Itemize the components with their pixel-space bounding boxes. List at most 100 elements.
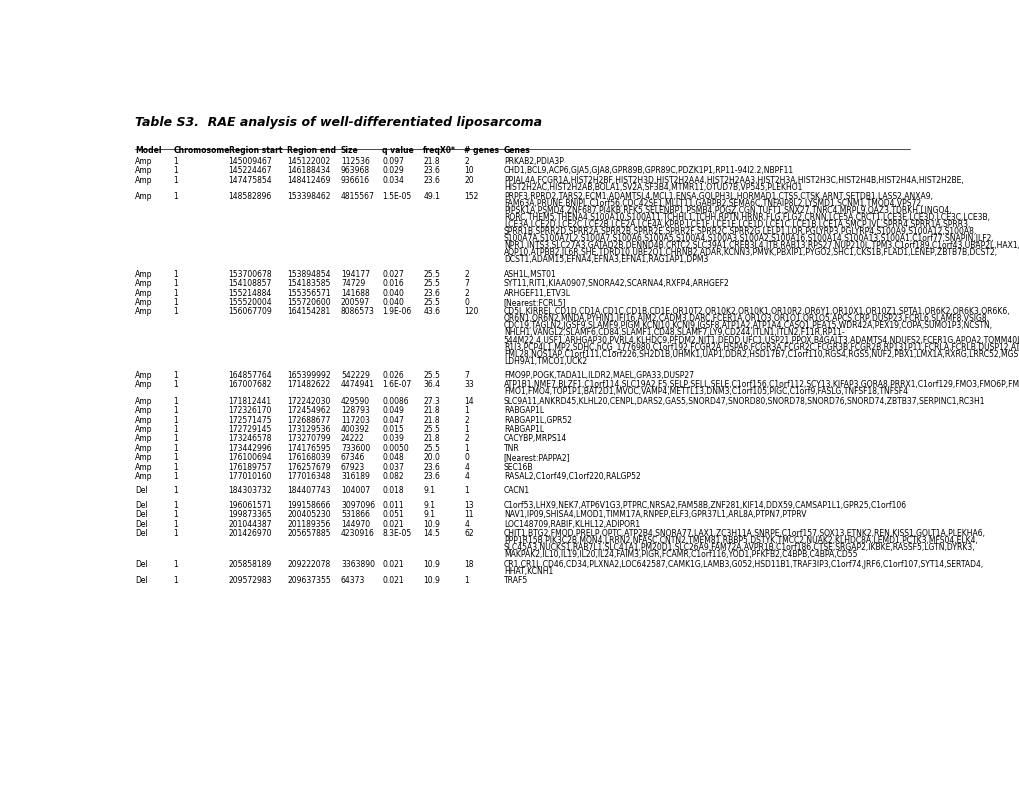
Text: 153398462: 153398462 — [287, 192, 330, 202]
Text: Amp: Amp — [136, 453, 153, 463]
Text: 23.6: 23.6 — [423, 472, 439, 481]
Text: 1: 1 — [464, 486, 469, 496]
Text: 155720600: 155720600 — [287, 298, 330, 307]
Text: Amp: Amp — [136, 444, 153, 453]
Text: 2: 2 — [464, 288, 469, 298]
Text: 0.027: 0.027 — [382, 269, 404, 279]
Text: 164857764: 164857764 — [228, 371, 272, 380]
Text: 1: 1 — [464, 576, 469, 585]
Text: AQP10,ATPBB2,JL6R,SHE,TDRD10,UBE2Q1,CHRNB2,ADAR,KCNN3,PMVK,PBXIP1,PYGO2,SHC1,CKS: AQP10,ATPBB2,JL6R,SHE,TDRD10,UBE2Q1,CHRN… — [503, 248, 997, 258]
Text: 14.5: 14.5 — [423, 529, 439, 538]
Text: 0.047: 0.047 — [382, 415, 404, 425]
Text: 1: 1 — [173, 381, 178, 389]
Text: PPIAL4A,FCGR1A,HIST2H2BF,HIST2H3D,HIST2H2AA4,HIST2H2AA3,HIST2H3A,HIST2H3C,HIST2H: PPIAL4A,FCGR1A,HIST2H2BF,HIST2H3D,HIST2H… — [503, 176, 963, 185]
Text: 25.5: 25.5 — [423, 269, 439, 279]
Text: Amp: Amp — [136, 298, 153, 307]
Text: Region end: Region end — [287, 146, 336, 155]
Text: 1: 1 — [173, 371, 178, 380]
Text: FAM63A,PRUNE,BNIPL,C1orf56,CDC42SE1,MLLT11,GABPB2,SEMA6C,TNFAIP8L2,LYSMD1,SCNM1,: FAM63A,PRUNE,BNIPL,C1orf56,CDC42SE1,MLLT… — [503, 199, 922, 208]
Text: 544M22.4,USF1,ARHGAP30,PVRL4,KLHDC9,PFDM2,NIT1,DEDD,UFC1,USP21,PPOX,B4GALT3,ADAM: 544M22.4,USF1,ARHGAP30,PVRL4,KLHDC9,PFDM… — [503, 336, 1019, 344]
Text: 8086573: 8086573 — [340, 307, 374, 317]
Text: 155356571: 155356571 — [287, 288, 330, 298]
Text: CDC19,TAGLN2,JGSF9,SLAMF9,PIGM,KCNJ10,KCNJ9,JGSF8,ATP1A2,ATP1A4,CASQ1,PEA15,WDR4: CDC19,TAGLN2,JGSF9,SLAMF9,PIGM,KCNJ10,KC… — [503, 322, 991, 330]
Text: 155214884: 155214884 — [228, 288, 272, 298]
Text: 67346: 67346 — [340, 453, 365, 463]
Text: 176189757: 176189757 — [228, 463, 272, 472]
Text: Del: Del — [136, 510, 148, 519]
Text: RABGAP1L: RABGAP1L — [503, 425, 543, 434]
Text: LDH9A1,TMCO1,UCK2: LDH9A1,TMCO1,UCK2 — [503, 356, 586, 366]
Text: NHLH1,VANGL2,SLAMF6,CD84,SLAMF1,CD48,SLAMF7,LY9,CD244,ITLN1,ITLN2,F11R,RP11-: NHLH1,VANGL2,SLAMF6,CD84,SLAMF1,CD48,SLA… — [503, 329, 844, 337]
Text: Model: Model — [136, 146, 162, 155]
Text: 1: 1 — [173, 472, 178, 481]
Text: 1: 1 — [173, 559, 178, 568]
Text: [Nearest:FCRL5]: [Nearest:FCRL5] — [503, 298, 566, 307]
Text: 0.034: 0.034 — [382, 176, 404, 185]
Text: 156067709: 156067709 — [228, 307, 272, 317]
Text: 1: 1 — [173, 279, 178, 288]
Text: 1: 1 — [173, 500, 178, 510]
Text: 173129536: 173129536 — [287, 425, 330, 434]
Text: 23.6: 23.6 — [423, 166, 439, 176]
Text: 21.8: 21.8 — [423, 434, 439, 444]
Text: ASH1L,MST01: ASH1L,MST01 — [503, 269, 556, 279]
Text: 174176595: 174176595 — [287, 444, 330, 453]
Text: 144970: 144970 — [340, 519, 370, 529]
Text: Genes: Genes — [503, 146, 530, 155]
Text: RASAL2,C1orf49,C1orf220,RALGP52: RASAL2,C1orf49,C1orf220,RALGP52 — [503, 472, 640, 481]
Text: q value: q value — [382, 146, 414, 155]
Text: 49.1: 49.1 — [423, 192, 439, 202]
Text: 171482622: 171482622 — [287, 381, 330, 389]
Text: 429590: 429590 — [340, 396, 370, 406]
Text: 10.9: 10.9 — [423, 576, 439, 585]
Text: 209222078: 209222078 — [287, 559, 330, 568]
Text: 7: 7 — [464, 279, 469, 288]
Text: 25.5: 25.5 — [423, 279, 439, 288]
Text: 0.0086: 0.0086 — [382, 396, 409, 406]
Text: R1I3,PCP4L1,MP2,SDHC,hCG_1776980,C1orf192,FCGR2A,HSPA6,FCGR3A,FCGR2C,FCGR3B,FCGR: R1I3,PCP4L1,MP2,SDHC,hCG_1776980,C1orf19… — [503, 343, 1019, 351]
Text: 184303732: 184303732 — [228, 486, 272, 496]
Text: 1: 1 — [173, 519, 178, 529]
Text: 4815567: 4815567 — [340, 192, 374, 202]
Text: 1: 1 — [173, 425, 178, 434]
Text: SPRR1B,SPRR2D,SPRR2A,SPRR2B,SPRR2E,SPRR2F,SPRR2C,SPRR2G,LELP1,LOR,PGLYRP3,PGLYRP: SPRR1B,SPRR2D,SPRR2A,SPRR2B,SPRR2E,SPRR2… — [503, 228, 976, 236]
Text: 0: 0 — [464, 453, 469, 463]
Text: 0.016: 0.016 — [382, 279, 404, 288]
Text: 167007682: 167007682 — [228, 381, 272, 389]
Text: 4230916: 4230916 — [340, 529, 374, 538]
Text: 199873365: 199873365 — [228, 510, 272, 519]
Text: 62: 62 — [464, 529, 474, 538]
Text: NPR1,INTS3,SLC27A3,GATAD2B,DENND4B,CRTC2,SLC39A1,CREB3L4,JTB,RAB13,RPS27,NUP210L: NPR1,INTS3,SLC27A3,GATAD2B,DENND4B,CRTC2… — [503, 241, 1019, 251]
Text: LCE3A,LCE2D,LCE2C,LCE2B,LCE2A,LCE4A,KPRP,LCE1F,LCE1E,LCE1D,LCE1C,LCE1B,LCE1A,SMC: LCE3A,LCE2D,LCE2C,LCE2B,LCE2A,LCE4A,KPRP… — [503, 221, 969, 229]
Text: 176257679: 176257679 — [287, 463, 330, 472]
Text: 1.6E-07: 1.6E-07 — [382, 381, 411, 389]
Text: RORC,THEM5,THENA4,S100A10,S100A11,TCHHL1,TCHH,RPTN,HRNR,FLG,FLG2,CRNN,LCE5A,CRCT: RORC,THEM5,THENA4,S100A10,S100A11,TCHHL1… — [503, 214, 988, 222]
Text: 172242030: 172242030 — [287, 396, 330, 406]
Text: 14: 14 — [464, 396, 474, 406]
Text: 36.4: 36.4 — [423, 381, 440, 389]
Text: 4: 4 — [464, 472, 469, 481]
Text: 21.8: 21.8 — [423, 406, 439, 415]
Text: Del: Del — [136, 559, 148, 568]
Text: ARHGEF11,ETV3L: ARHGEF11,ETV3L — [503, 288, 571, 298]
Text: 0.0050: 0.0050 — [382, 444, 409, 453]
Text: Del: Del — [136, 500, 148, 510]
Text: Amp: Amp — [136, 463, 153, 472]
Text: freqX0*: freqX0* — [423, 146, 455, 155]
Text: 1: 1 — [173, 529, 178, 538]
Text: 2: 2 — [464, 157, 469, 166]
Text: 0.018: 0.018 — [382, 486, 404, 496]
Text: Del: Del — [136, 576, 148, 585]
Text: 963968: 963968 — [340, 166, 370, 176]
Text: SYT11,RIT1,KIAA0907,SNORA42,SCARNA4,RXFP4,ARHGEF2: SYT11,RIT1,KIAA0907,SNORA42,SCARNA4,RXFP… — [503, 279, 729, 288]
Text: 0.011: 0.011 — [382, 500, 404, 510]
Text: 196061571: 196061571 — [228, 500, 272, 510]
Text: 0.015: 0.015 — [382, 425, 404, 434]
Text: 153894854: 153894854 — [287, 269, 330, 279]
Text: 0.049: 0.049 — [382, 406, 404, 415]
Text: 173246578: 173246578 — [228, 434, 272, 444]
Text: 1: 1 — [173, 166, 178, 176]
Text: PRKAB2,PDIA3P: PRKAB2,PDIA3P — [503, 157, 564, 166]
Text: 4: 4 — [464, 463, 469, 472]
Text: 23.6: 23.6 — [423, 288, 439, 298]
